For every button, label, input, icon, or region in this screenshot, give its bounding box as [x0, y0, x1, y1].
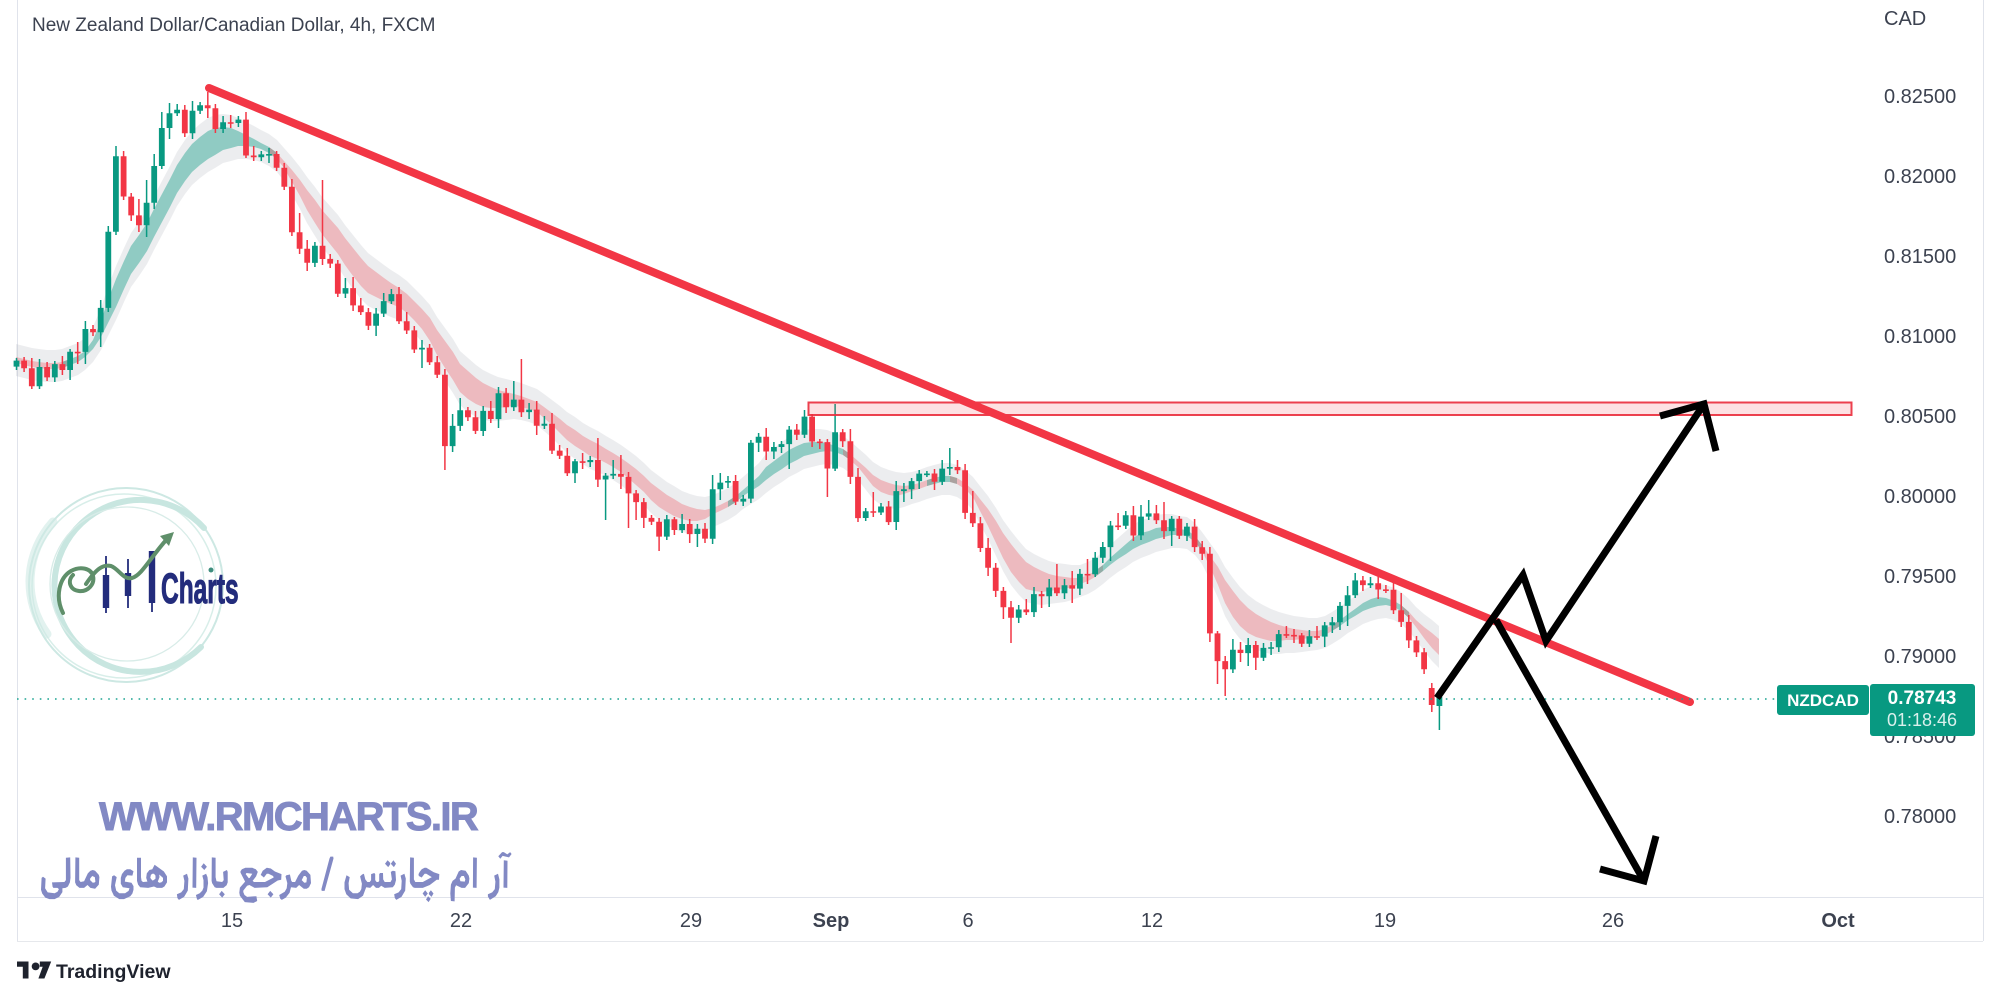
svg-text:New Zealand Dollar/Canadian Do: New Zealand Dollar/Canadian Dollar, 4h, …	[32, 15, 435, 36]
svg-text:TradingView: TradingView	[56, 961, 171, 983]
svg-text:WWW.RMCHARTS.IR: WWW.RMCHARTS.IR	[99, 795, 479, 839]
svg-text:0.79500: 0.79500	[1884, 566, 1956, 588]
svg-text:29: 29	[680, 910, 702, 932]
svg-text:12: 12	[1141, 910, 1163, 932]
svg-text:0.81500: 0.81500	[1884, 246, 1956, 268]
svg-text:Charts: Charts	[161, 565, 239, 613]
svg-text:01:18:46: 01:18:46	[1887, 710, 1957, 730]
svg-text:22: 22	[450, 910, 472, 932]
svg-text:6: 6	[962, 910, 973, 932]
svg-text:0.78743: 0.78743	[1888, 688, 1957, 709]
svg-text:Sep: Sep	[813, 910, 850, 932]
svg-text:0.82500: 0.82500	[1884, 86, 1956, 108]
svg-text:0.79000: 0.79000	[1884, 646, 1956, 668]
svg-text:0.81000: 0.81000	[1884, 326, 1956, 348]
svg-text:19: 19	[1374, 910, 1396, 932]
svg-text:NZDCAD: NZDCAD	[1787, 691, 1859, 710]
svg-text:0.80000: 0.80000	[1884, 486, 1956, 508]
svg-text:26: 26	[1602, 910, 1624, 932]
svg-text:0.78000: 0.78000	[1884, 806, 1956, 828]
svg-text:0.80500: 0.80500	[1884, 406, 1956, 428]
svg-text:15: 15	[221, 910, 243, 932]
svg-text:CAD: CAD	[1884, 8, 1926, 30]
svg-text:0.82000: 0.82000	[1884, 166, 1956, 188]
svg-text:Oct: Oct	[1821, 910, 1855, 932]
